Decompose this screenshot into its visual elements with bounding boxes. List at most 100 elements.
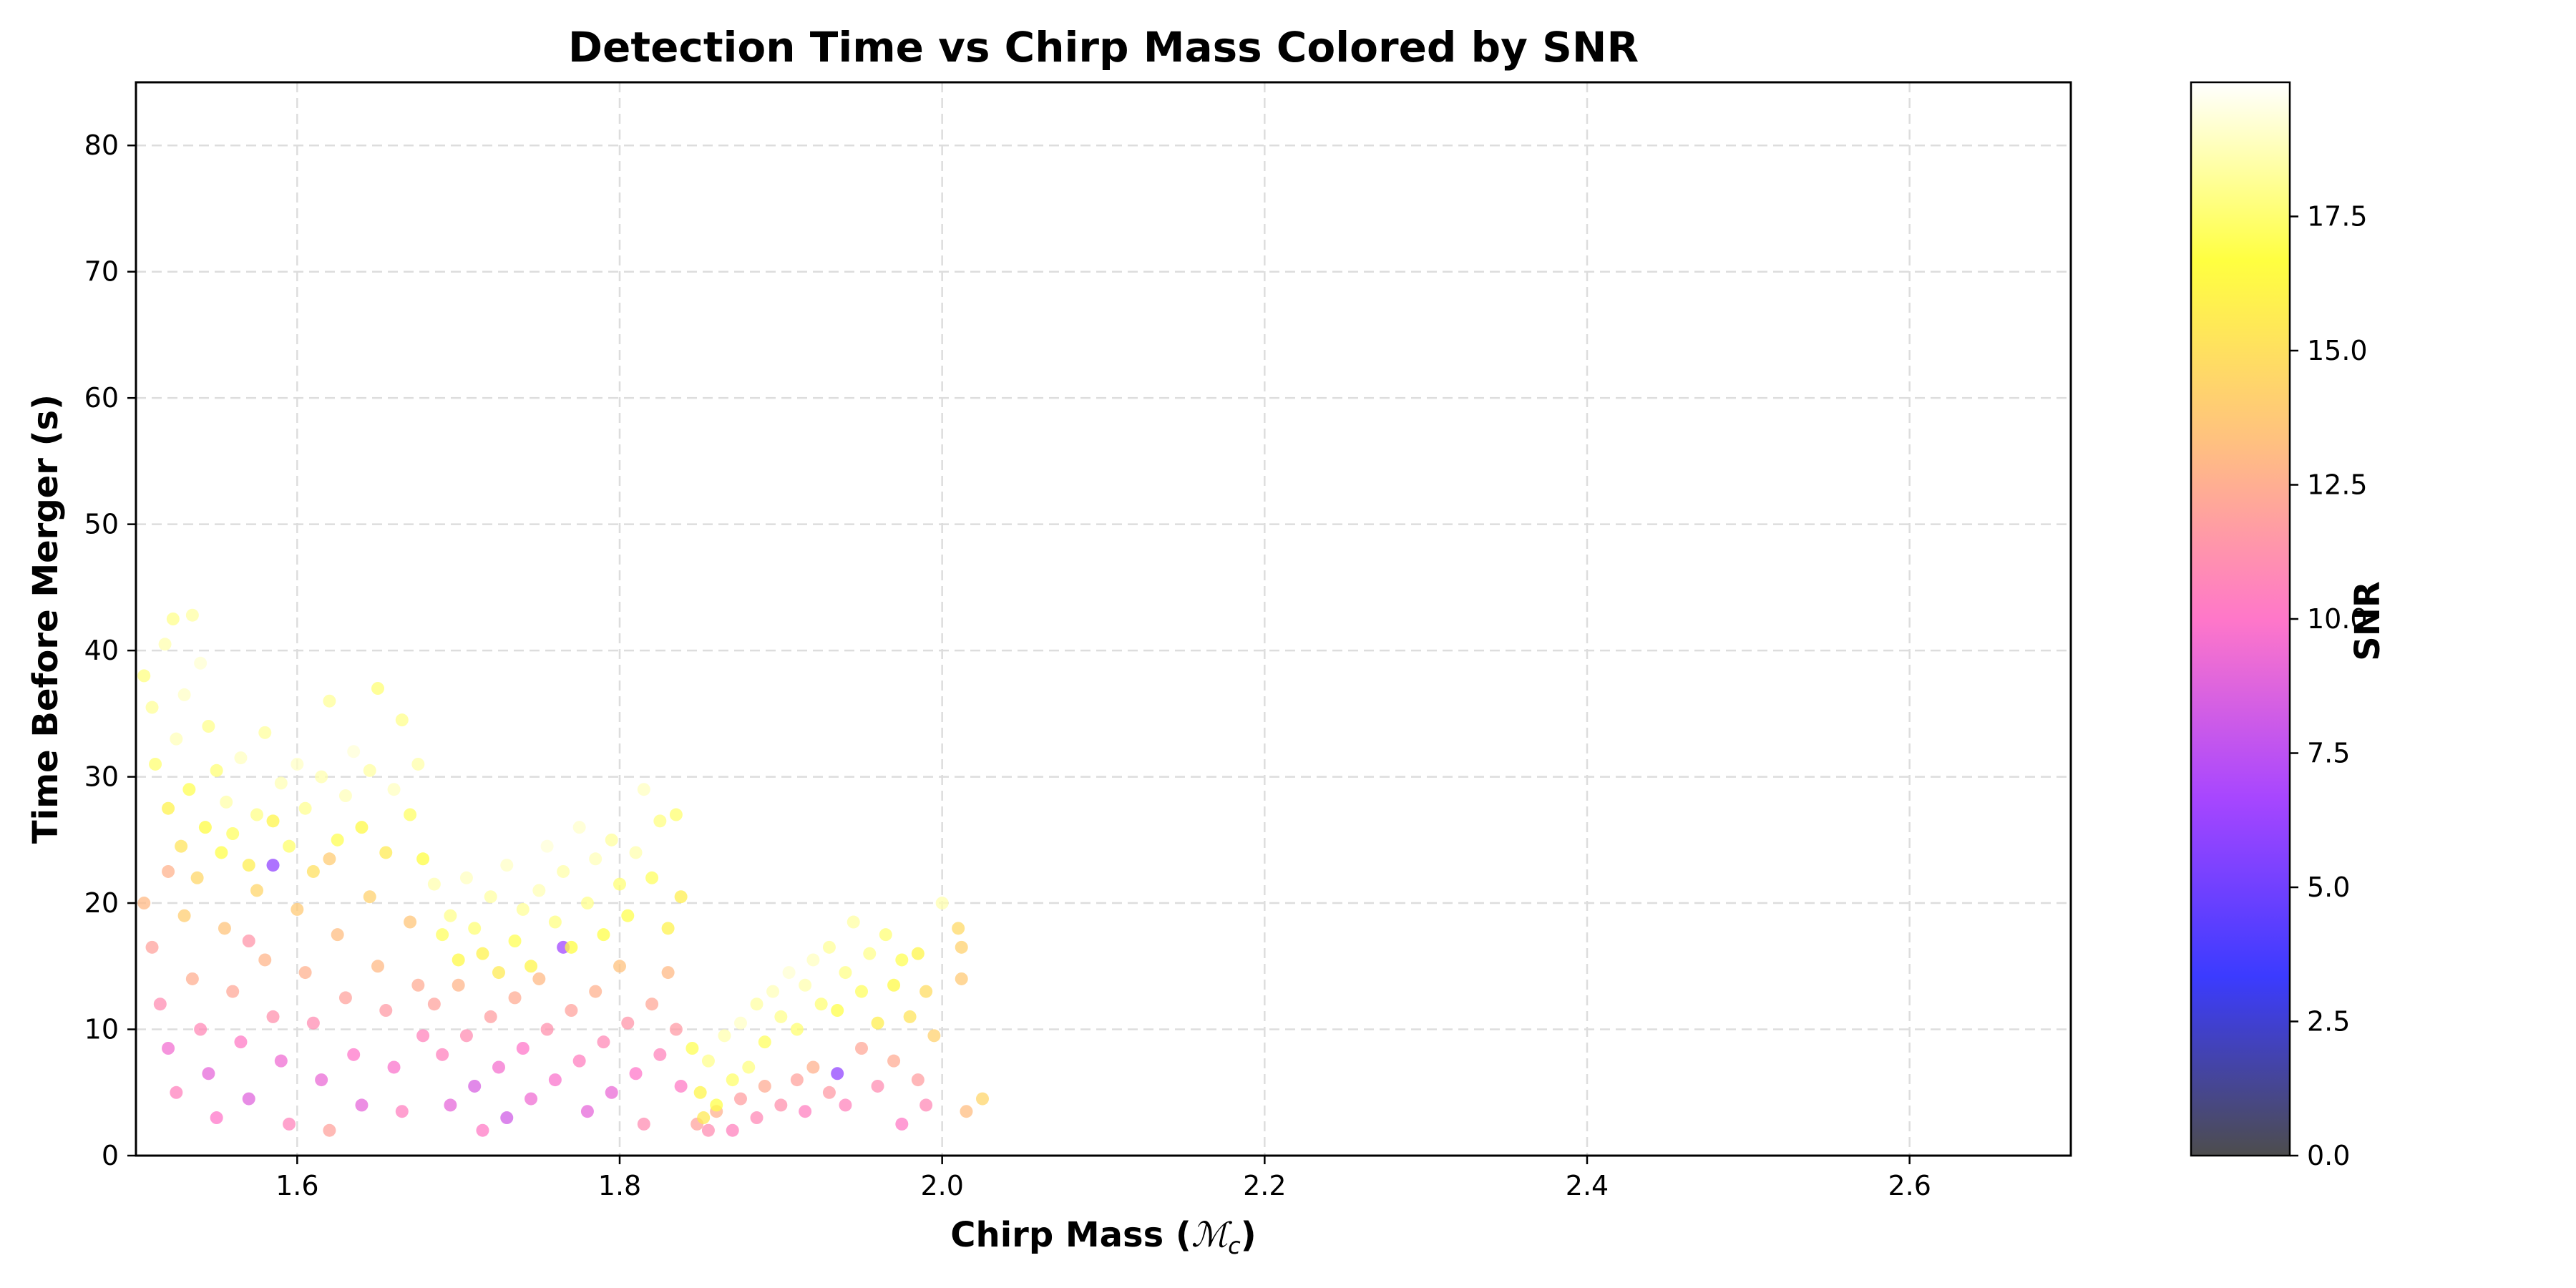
x-tick-label: 2.4 (1566, 1170, 1609, 1201)
data-point (355, 821, 369, 834)
data-point (758, 1079, 771, 1093)
data-point (806, 1060, 820, 1074)
y-tick-label: 40 (84, 635, 119, 666)
data-point (669, 808, 683, 821)
data-point (548, 915, 562, 929)
chart-title: Detection Time vs Chirp Mass Colored by … (568, 23, 1639, 72)
colorbar-tick-label: 7.5 (2307, 738, 2350, 769)
data-point (589, 985, 602, 998)
data-point (580, 897, 594, 910)
data-point (589, 852, 602, 866)
data-point (315, 1073, 328, 1087)
data-point (799, 1105, 812, 1118)
data-point (540, 839, 554, 853)
data-point (645, 997, 659, 1011)
data-point (363, 763, 376, 777)
data-point (903, 1010, 917, 1023)
data-point (492, 1060, 505, 1074)
data-point (416, 1029, 430, 1043)
data-point (742, 1060, 756, 1074)
data-point (258, 953, 272, 967)
data-point (274, 776, 288, 790)
colorbar-tick-label: 2.5 (2307, 1006, 2350, 1038)
data-point (839, 966, 852, 980)
data-point (580, 1105, 594, 1118)
data-point (831, 1004, 844, 1018)
data-point (855, 1042, 868, 1055)
data-point (927, 1029, 941, 1043)
data-point (887, 978, 901, 992)
data-point (621, 1016, 635, 1030)
data-point (226, 985, 240, 998)
data-point (613, 960, 626, 973)
data-point (871, 1079, 884, 1093)
data-point (508, 991, 522, 1005)
data-point (210, 763, 223, 777)
data-point (806, 953, 820, 967)
data-points (137, 608, 989, 1137)
data-point (234, 751, 248, 765)
plot-background (136, 82, 2071, 1156)
data-point (911, 1073, 924, 1087)
data-point (162, 1042, 175, 1055)
data-point (436, 1048, 449, 1061)
data-point (693, 1085, 707, 1099)
data-point (919, 1098, 933, 1112)
data-point (822, 1085, 836, 1099)
colorbar-label: SNR (2348, 581, 2388, 661)
x-tick-label: 2.2 (1243, 1170, 1286, 1201)
data-point (750, 1111, 763, 1125)
data-point (215, 846, 228, 859)
data-point (726, 1073, 739, 1087)
data-point (210, 1111, 223, 1125)
data-point (790, 1023, 804, 1036)
colorbar-ticks: 0.0 2.5 5.0 7.5 10.0 12.5 15.0 17.5 (2290, 201, 2368, 1171)
data-point (955, 972, 968, 985)
colorbar-tick-label: 0.0 (2307, 1140, 2350, 1171)
data-point (347, 1048, 361, 1061)
data-point (170, 732, 183, 746)
colorbar: 0.0 2.5 5.0 7.5 10.0 12.5 15.0 17.5 SNR (2190, 81, 2388, 1171)
data-point (500, 1111, 514, 1125)
data-point (686, 1042, 699, 1055)
data-point (452, 953, 465, 967)
data-point (274, 1054, 288, 1068)
data-point (315, 770, 328, 784)
data-point (363, 890, 376, 904)
data-point (697, 1111, 711, 1125)
data-point (306, 864, 320, 878)
data-point (476, 1123, 489, 1137)
data-point (387, 1060, 401, 1074)
data-point (338, 991, 352, 1005)
data-point (145, 701, 159, 714)
data-point (605, 1085, 618, 1099)
data-point (661, 966, 675, 980)
y-axis-ticks: 0 10 20 30 40 50 60 70 80 (84, 130, 136, 1171)
data-point (371, 682, 384, 696)
data-point (597, 1035, 610, 1049)
data-point (718, 1029, 731, 1043)
data-point (540, 1023, 554, 1036)
data-point (190, 871, 204, 884)
y-tick-label: 80 (84, 130, 119, 161)
data-point (427, 877, 441, 891)
data-point (395, 1105, 409, 1118)
data-point (674, 890, 688, 904)
data-point (177, 688, 191, 701)
data-point (202, 1067, 215, 1080)
data-point (371, 960, 384, 973)
data-point (484, 890, 497, 904)
data-point (459, 871, 473, 884)
data-point (669, 1023, 683, 1036)
data-point (162, 864, 175, 878)
data-point (416, 852, 430, 866)
data-point (194, 1023, 208, 1036)
data-point (158, 638, 172, 651)
data-point (175, 839, 188, 853)
x-tick-label: 1.8 (598, 1170, 641, 1201)
data-point (331, 833, 344, 847)
data-point (637, 783, 650, 796)
data-point (701, 1054, 715, 1068)
data-point (476, 947, 489, 960)
data-point (734, 1092, 747, 1106)
